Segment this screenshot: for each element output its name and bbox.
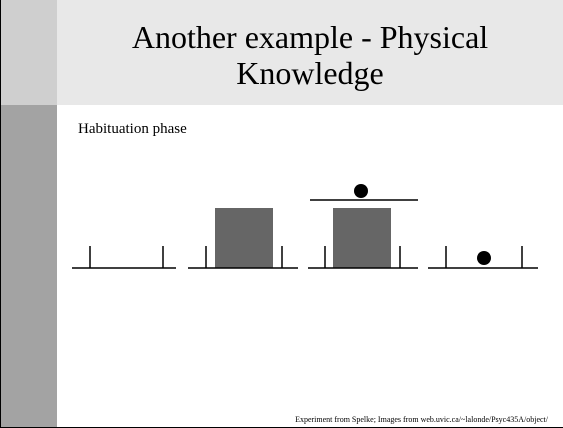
panel-screen — [188, 208, 298, 269]
title-line: Another example - Physical — [132, 19, 488, 55]
title-line: Knowledge — [236, 55, 384, 91]
corner-block — [0, 0, 57, 105]
panel-ball — [428, 246, 538, 269]
footer-credit: Experiment from Spelke; Images from web.… — [295, 415, 549, 424]
panel-screen-ball — [308, 184, 418, 269]
phase-label: Habituation phase — [78, 121, 187, 137]
side-band — [0, 105, 57, 428]
panel-empty — [72, 246, 176, 269]
title-band — [57, 0, 563, 105]
